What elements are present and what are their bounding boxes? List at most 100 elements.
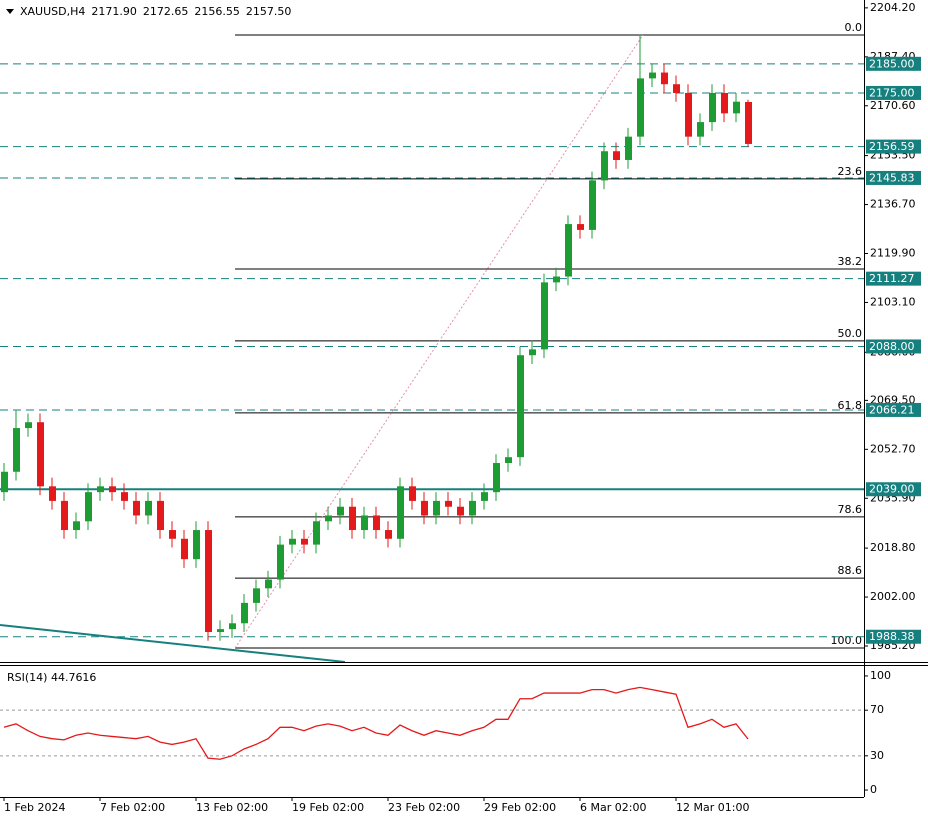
candle-body	[421, 500, 428, 516]
y-tick-label: 2052.70	[870, 442, 916, 455]
rsi-title: RSI(14) 44.7616	[7, 671, 96, 684]
candle-body	[25, 422, 32, 429]
candle-body	[157, 500, 164, 531]
candle-body	[577, 224, 584, 230]
header-value: 2171.90	[91, 5, 137, 18]
candle-body	[589, 180, 596, 230]
candle-body	[505, 457, 512, 464]
candle-body	[49, 486, 56, 501]
candle-body	[685, 92, 692, 137]
candle-body	[37, 422, 44, 487]
fib-label: 38.2	[838, 255, 863, 268]
price-level-box	[866, 139, 921, 154]
candle-body	[301, 538, 308, 545]
x-tick-label: 7 Feb 02:00	[100, 801, 165, 814]
fib-label: 61.8	[838, 399, 863, 412]
price-level-box	[866, 339, 921, 354]
header-value: 2172.65	[143, 5, 189, 18]
trend-line	[0, 624, 346, 663]
fib-trend-line	[234, 34, 644, 649]
candle-body	[169, 530, 176, 539]
y-tick-label: 100	[870, 669, 891, 682]
candle-body	[373, 515, 380, 531]
x-tick-label: 12 Mar 01:00	[676, 801, 749, 814]
price-level-label: 2066.21	[869, 403, 915, 416]
candle-body	[613, 151, 620, 160]
candle-body	[121, 492, 128, 501]
price-level-box	[866, 85, 921, 100]
candle-body	[61, 500, 68, 531]
candle-body	[13, 428, 20, 472]
candle-body	[721, 92, 728, 114]
price-level-label: 2156.59	[869, 140, 915, 153]
y-tick-label: 0	[870, 783, 877, 796]
price-level-label: 2039.00	[869, 483, 915, 496]
candle-body	[541, 282, 548, 350]
price-level-box	[866, 482, 921, 497]
price-level-label: 2088.00	[869, 340, 915, 353]
x-tick-label: 13 Feb 02:00	[196, 801, 268, 814]
price-level-box	[866, 629, 921, 644]
candle-body	[361, 515, 368, 531]
candle-body	[481, 492, 488, 501]
candle-body	[277, 544, 284, 580]
price-level-box	[866, 271, 921, 286]
fib-label: 88.6	[838, 564, 863, 577]
candle-body	[241, 602, 248, 624]
candle-body	[193, 530, 200, 560]
y-tick-label: 2002.00	[870, 590, 916, 603]
fib-label: 0.0	[845, 21, 863, 34]
candle-body	[625, 136, 632, 160]
candle-body	[385, 530, 392, 539]
candle-body	[397, 486, 404, 539]
candle-body	[649, 72, 656, 79]
x-tick-label: 19 Feb 02:00	[292, 801, 364, 814]
menu-arrow[interactable]	[6, 9, 14, 14]
candle-body	[409, 486, 416, 501]
candle-body	[661, 72, 668, 85]
fib-label: 100.0	[831, 634, 863, 647]
candle-body	[325, 515, 332, 522]
x-tick-label: 6 Mar 02:00	[580, 801, 646, 814]
x-tick-label: 29 Feb 02:00	[484, 801, 556, 814]
price-level-label: 1988.38	[869, 630, 915, 643]
candle-body	[469, 500, 476, 516]
candle-body	[133, 500, 140, 516]
candle-body	[637, 78, 644, 137]
candle-body	[289, 538, 296, 545]
x-tick-label: 1 Feb 2024	[4, 801, 65, 814]
candles-layer	[1, 34, 752, 760]
rsi-line	[3, 686, 749, 760]
chart-header: XAUUSD,H4 2171.90 2172.65 2156.55 2157.50	[20, 5, 291, 18]
y-tick-label: 2018.80	[870, 541, 916, 554]
candle-body	[445, 500, 452, 507]
price-level-box	[866, 170, 921, 185]
header-symbol: XAUUSD,H4	[20, 5, 85, 18]
price-level-box	[866, 56, 921, 71]
candle-body	[1, 471, 8, 493]
price-level-label: 2175.00	[869, 86, 915, 99]
candle-body	[517, 355, 524, 458]
candle-body	[529, 349, 536, 356]
candle-body	[697, 122, 704, 137]
candle-body	[433, 500, 440, 516]
candle-body	[349, 506, 356, 531]
candle-body	[73, 521, 80, 531]
y-tick-label: 2204.20	[870, 1, 916, 14]
candle-body	[253, 588, 260, 603]
candle-body	[337, 506, 344, 516]
candle-body	[229, 623, 236, 630]
candle-body	[265, 579, 272, 589]
price-level-label: 2145.83	[869, 171, 915, 184]
y-tick-label: 70	[870, 703, 884, 716]
price-level-label: 2111.27	[869, 272, 915, 285]
candle-body	[217, 629, 224, 633]
y-tick-label: 2119.90	[870, 247, 916, 260]
x-tick-label: 23 Feb 02:00	[388, 801, 460, 814]
y-tick-label: 2103.10	[870, 295, 916, 308]
candle-body	[673, 84, 680, 93]
candle-body	[733, 101, 740, 114]
